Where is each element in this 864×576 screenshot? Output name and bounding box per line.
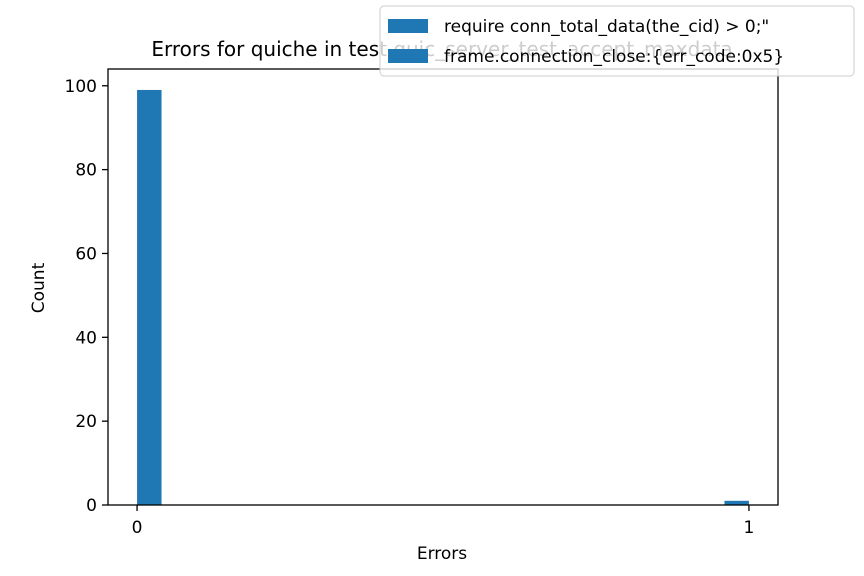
- y-tick-label-0: 0: [86, 496, 97, 516]
- x-tick-label-1: 1: [744, 518, 755, 538]
- histogram-bar-0: [137, 89, 162, 505]
- x-tick-label-0: 0: [132, 518, 143, 538]
- histogram-bar-1: [724, 500, 749, 505]
- legend-label-1: frame.connection_close:{err_code:0x5}: [444, 47, 784, 67]
- y-tick-label-3: 60: [75, 244, 97, 264]
- y-tick-label-1: 20: [75, 412, 97, 432]
- y-tick-label-4: 80: [75, 161, 97, 181]
- legend-swatch-0: [388, 19, 428, 33]
- legend-swatch-1: [388, 49, 428, 63]
- x-axis-label: Errors: [417, 544, 467, 564]
- y-axis-label: Count: [29, 262, 49, 313]
- y-tick-label-2: 40: [75, 328, 97, 348]
- legend-label-0: require conn_total_data(the_cid) > 0;": [444, 17, 769, 37]
- legend-box: [379, 5, 855, 77]
- legend: require conn_total_data(the_cid) > 0;" fr…: [379, 5, 855, 77]
- y-tick-label-5: 100: [65, 77, 97, 97]
